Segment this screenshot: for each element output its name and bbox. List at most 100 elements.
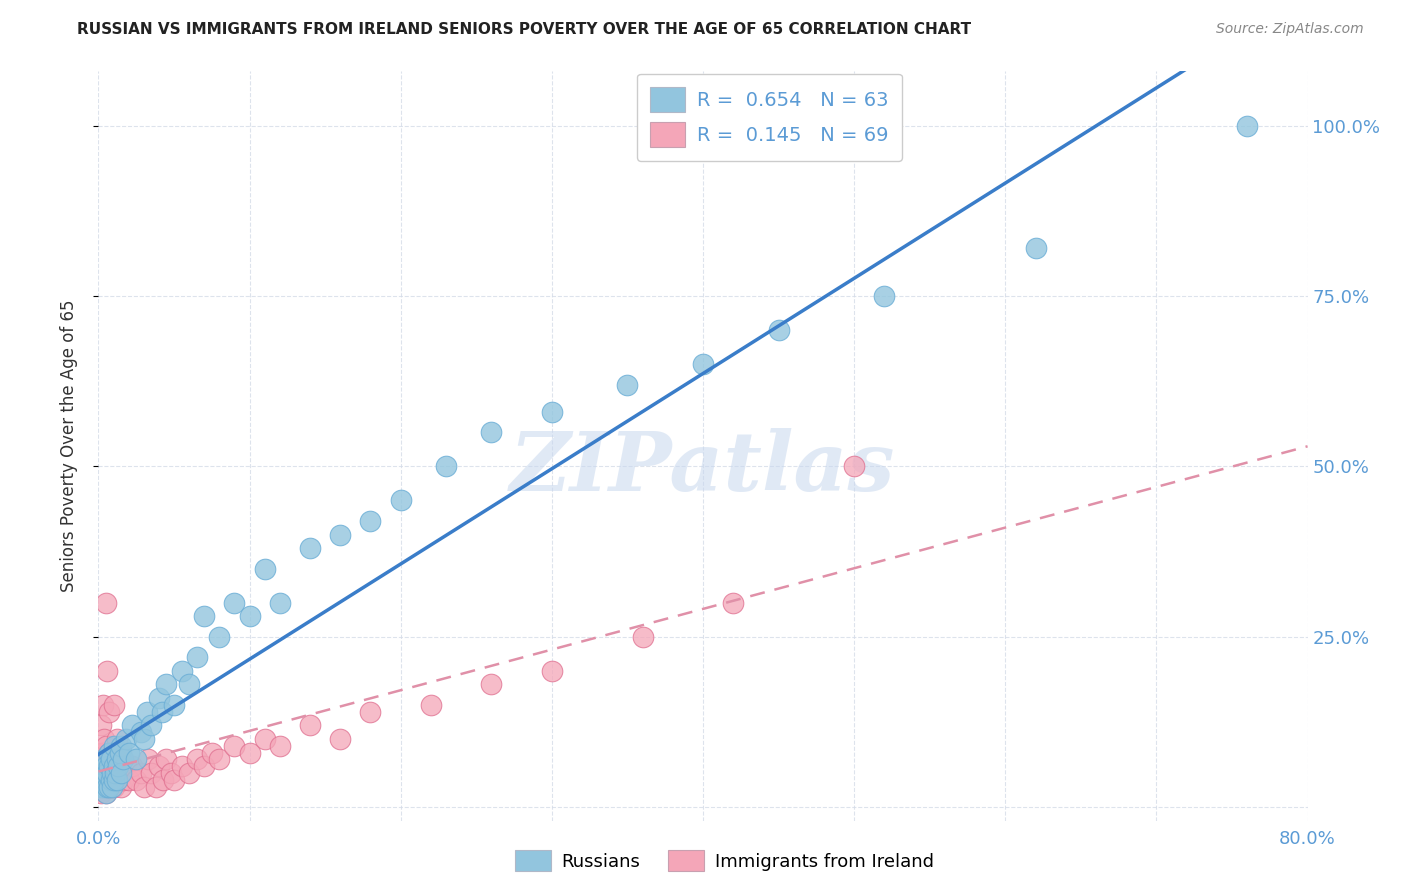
Point xyxy=(103,759,125,773)
Point xyxy=(186,752,208,766)
Point xyxy=(91,746,114,760)
Point xyxy=(94,772,117,787)
Point xyxy=(540,664,562,678)
Point xyxy=(118,772,141,787)
Point xyxy=(105,772,128,787)
Point xyxy=(110,766,132,780)
Point xyxy=(101,780,124,794)
Point xyxy=(89,780,111,794)
Point xyxy=(481,677,503,691)
Point xyxy=(170,664,193,678)
Point xyxy=(96,664,118,678)
Point xyxy=(100,752,122,766)
Point xyxy=(107,759,129,773)
Point xyxy=(121,718,143,732)
Point xyxy=(94,786,117,800)
Point xyxy=(110,739,132,753)
Point xyxy=(91,766,114,780)
Point xyxy=(96,780,118,794)
Y-axis label: Seniors Poverty Over the Age of 65: Seniors Poverty Over the Age of 65 xyxy=(59,300,77,592)
Legend: R =  0.654   N = 63, R =  0.145   N = 69: R = 0.654 N = 63, R = 0.145 N = 69 xyxy=(637,73,903,161)
Point xyxy=(125,752,148,766)
Point xyxy=(299,718,322,732)
Point xyxy=(108,766,131,780)
Point xyxy=(1236,119,1258,133)
Point xyxy=(389,493,412,508)
Point xyxy=(253,731,276,746)
Point xyxy=(103,780,125,794)
Point xyxy=(768,323,790,337)
Point xyxy=(100,772,122,787)
Point xyxy=(360,514,382,528)
Point xyxy=(150,705,173,719)
Point xyxy=(224,596,246,610)
Point xyxy=(110,746,132,760)
Text: Source: ZipAtlas.com: Source: ZipAtlas.com xyxy=(1216,22,1364,37)
Point xyxy=(631,630,654,644)
Point xyxy=(105,772,128,787)
Point xyxy=(125,772,148,787)
Point xyxy=(253,561,276,575)
Point xyxy=(129,725,152,739)
Text: RUSSIAN VS IMMIGRANTS FROM IRELAND SENIORS POVERTY OVER THE AGE OF 65 CORRELATIO: RUSSIAN VS IMMIGRANTS FROM IRELAND SENIO… xyxy=(77,22,972,37)
Point xyxy=(90,786,112,800)
Point xyxy=(141,718,163,732)
Point xyxy=(129,766,152,780)
Point xyxy=(108,746,131,760)
Point xyxy=(121,759,143,773)
Point xyxy=(148,691,170,706)
Point xyxy=(179,766,201,780)
Point xyxy=(94,786,117,800)
Point xyxy=(96,780,118,794)
Point xyxy=(170,759,193,773)
Point xyxy=(100,780,122,794)
Point xyxy=(723,596,745,610)
Point xyxy=(100,759,122,773)
Point xyxy=(96,766,118,780)
Point xyxy=(103,739,125,753)
Point xyxy=(481,425,503,440)
Point xyxy=(269,739,291,753)
Text: ZIPatlas: ZIPatlas xyxy=(510,428,896,508)
Point xyxy=(152,772,174,787)
Point xyxy=(110,780,132,794)
Point xyxy=(94,596,117,610)
Point xyxy=(114,759,136,773)
Point xyxy=(118,746,141,760)
Point xyxy=(155,752,177,766)
Point xyxy=(360,705,382,719)
Point xyxy=(208,630,231,644)
Point xyxy=(434,459,457,474)
Point xyxy=(103,698,125,712)
Point xyxy=(105,752,128,766)
Point xyxy=(105,731,128,746)
Point xyxy=(136,752,159,766)
Point xyxy=(148,759,170,773)
Point xyxy=(103,759,125,773)
Point xyxy=(208,752,231,766)
Point xyxy=(90,772,112,787)
Point xyxy=(201,746,224,760)
Point xyxy=(132,780,155,794)
Point xyxy=(186,650,208,665)
Point xyxy=(193,609,215,624)
Point xyxy=(163,698,186,712)
Point xyxy=(93,766,115,780)
Point xyxy=(193,759,215,773)
Legend: Russians, Immigrants from Ireland: Russians, Immigrants from Ireland xyxy=(508,843,941,879)
Point xyxy=(101,746,124,760)
Point xyxy=(98,746,121,760)
Point xyxy=(93,752,115,766)
Point xyxy=(160,766,183,780)
Point xyxy=(90,780,112,794)
Point xyxy=(873,289,896,303)
Point xyxy=(844,459,866,474)
Point xyxy=(329,527,352,541)
Point xyxy=(94,759,117,773)
Point xyxy=(101,766,124,780)
Point xyxy=(111,772,134,787)
Point xyxy=(91,772,114,787)
Point xyxy=(93,780,115,794)
Point xyxy=(692,357,714,371)
Point xyxy=(103,772,125,787)
